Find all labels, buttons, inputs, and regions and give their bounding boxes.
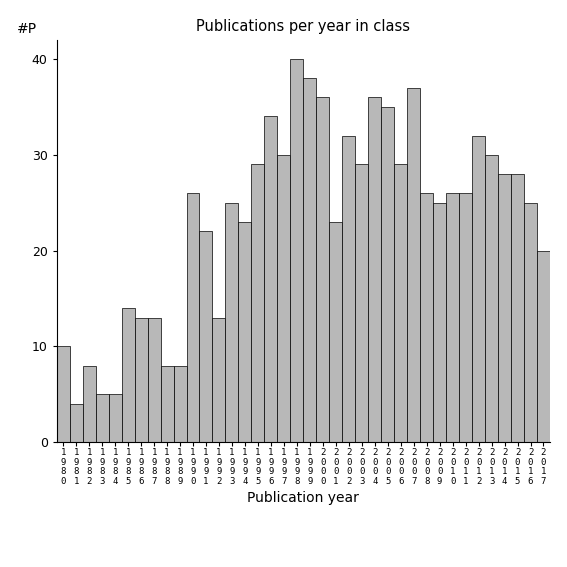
- Bar: [226, 202, 239, 442]
- Bar: [368, 97, 381, 442]
- Bar: [511, 174, 524, 442]
- Bar: [459, 193, 472, 442]
- Bar: [109, 394, 121, 442]
- Bar: [433, 202, 446, 442]
- Bar: [239, 222, 251, 442]
- Bar: [134, 318, 147, 442]
- X-axis label: Publication year: Publication year: [247, 492, 359, 505]
- Bar: [290, 59, 303, 442]
- Bar: [498, 174, 511, 442]
- Bar: [329, 222, 342, 442]
- Bar: [394, 164, 407, 442]
- Bar: [57, 346, 70, 442]
- Bar: [213, 318, 226, 442]
- Bar: [277, 155, 290, 442]
- Bar: [200, 231, 213, 442]
- Bar: [174, 366, 187, 442]
- Bar: [342, 136, 356, 442]
- Bar: [96, 394, 109, 442]
- Bar: [160, 366, 174, 442]
- Bar: [446, 193, 459, 442]
- Bar: [264, 116, 277, 442]
- Bar: [83, 366, 96, 442]
- Bar: [472, 136, 485, 442]
- Title: Publications per year in class: Publications per year in class: [196, 19, 411, 35]
- Text: #P: #P: [17, 22, 37, 36]
- Bar: [187, 193, 200, 442]
- Bar: [121, 308, 134, 442]
- Bar: [485, 155, 498, 442]
- Bar: [381, 107, 394, 442]
- Bar: [407, 88, 420, 442]
- Bar: [303, 78, 316, 442]
- Bar: [537, 251, 550, 442]
- Bar: [251, 164, 264, 442]
- Bar: [147, 318, 160, 442]
- Bar: [420, 193, 433, 442]
- Bar: [524, 202, 537, 442]
- Bar: [356, 164, 368, 442]
- Bar: [70, 404, 83, 442]
- Bar: [316, 97, 329, 442]
